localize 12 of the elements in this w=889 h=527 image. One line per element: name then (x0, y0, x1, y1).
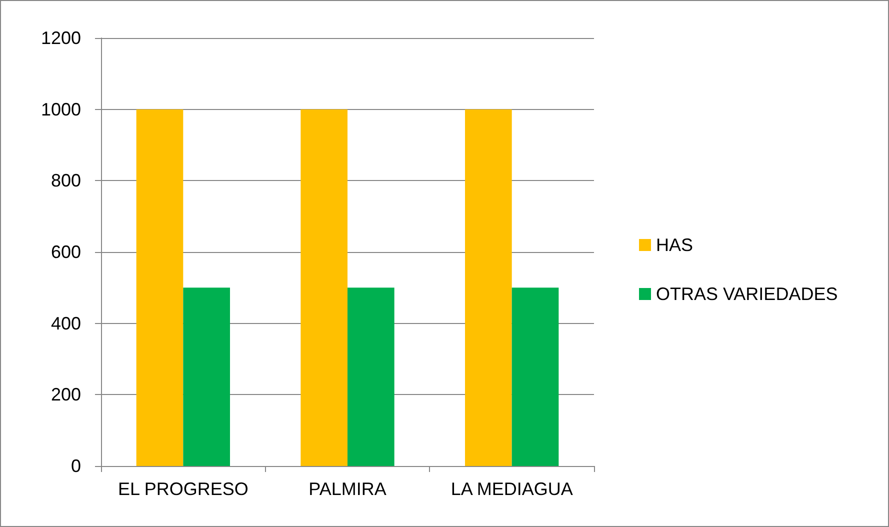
x-tick-label: PALMIRA (308, 479, 386, 499)
y-tick-label: 600 (50, 242, 81, 262)
x-tick-label: EL PROGRESO (118, 479, 248, 499)
legend-label: OTRAS VARIEDADES (656, 284, 838, 304)
y-tick-label: 200 (50, 384, 81, 405)
y-tick-label: 800 (50, 170, 81, 191)
x-tick-label: LA MEDIAGUA (450, 479, 573, 499)
y-tick-label: 1200 (40, 28, 81, 48)
y-tick-label: 0 (70, 456, 81, 476)
y-tick-label: 1000 (40, 99, 81, 120)
y-tick-label: 400 (50, 313, 81, 334)
legend-label: HAS (656, 235, 694, 255)
